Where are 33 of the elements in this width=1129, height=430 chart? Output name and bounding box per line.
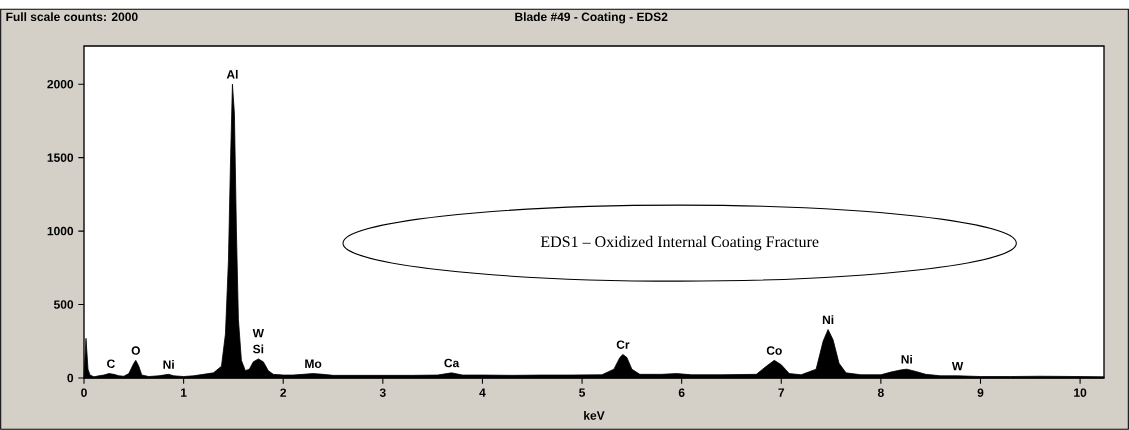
annotation: Cr: [616, 340, 630, 349]
x-tick-label: 3: [379, 388, 386, 397]
x-tick-label: 1: [181, 388, 187, 397]
x-tick-label: 6: [678, 388, 685, 397]
chart-title: Blade #49 - Coating - EDS2: [515, 12, 668, 24]
x-tick-label: 9: [977, 388, 984, 397]
annotation: Co: [766, 346, 782, 355]
x-axis-title: keV: [584, 410, 605, 420]
annotation: W: [252, 329, 264, 338]
y-tick-label: 2000: [47, 79, 74, 89]
x-tick-label: 10: [1074, 388, 1087, 397]
x-tick-label: 4: [479, 388, 486, 397]
y-tick-label: 1000: [47, 226, 74, 236]
annotation: Ni: [901, 354, 912, 364]
annotation: Al: [226, 69, 238, 79]
x-tick-label: 8: [877, 388, 884, 397]
y-tick-label: 0: [67, 373, 74, 383]
annotation: O: [131, 346, 140, 355]
annotation: Ni: [822, 315, 834, 324]
annotation: Mo: [305, 359, 322, 368]
annotation: Ca: [444, 358, 460, 368]
annotation: W: [951, 361, 964, 371]
x-tick-label: 2: [280, 388, 287, 397]
annotation: C: [107, 359, 115, 368]
x-tick-label: 0: [81, 388, 87, 397]
annotation: Si: [253, 344, 264, 354]
annotation: Ni: [163, 360, 174, 369]
x-tick-label: 5: [579, 388, 586, 397]
x-tick-label: 7: [778, 388, 785, 397]
annotation: EDS1 – Oxidized Internal Coating Fracture: [540, 235, 819, 251]
y-tick-label: 500: [53, 300, 74, 309]
y-tick-label: 1500: [47, 153, 74, 162]
chart-subtitle: Full scale counts: 2000: [6, 12, 138, 22]
